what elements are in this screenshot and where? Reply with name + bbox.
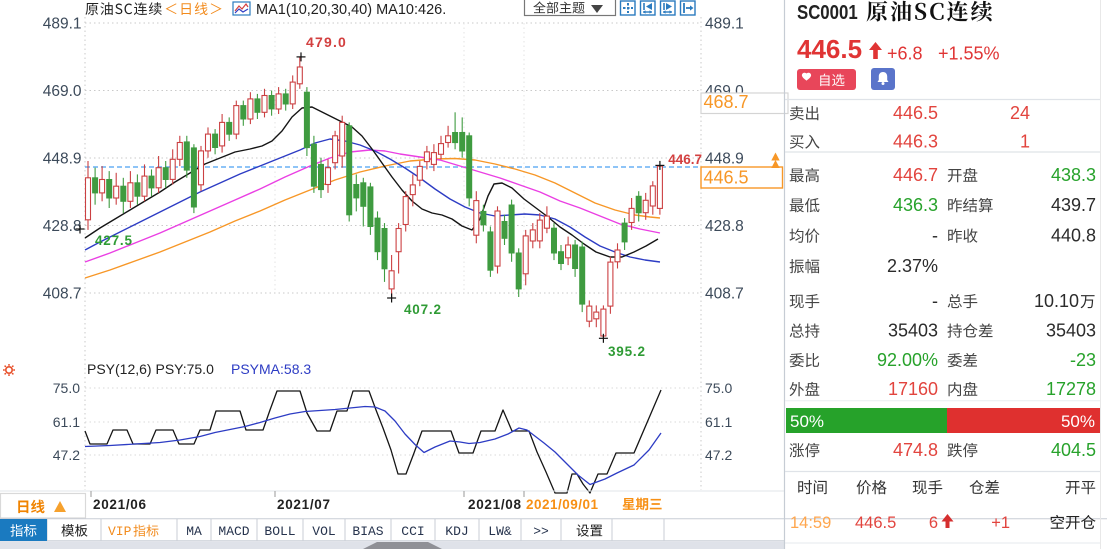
svg-text:1: 1 [1020,132,1030,152]
svg-text:LW&: LW& [488,524,512,539]
svg-text:448.9: 448.9 [705,151,744,168]
svg-text:-: - [932,226,938,246]
svg-text:MACD: MACD [218,524,249,539]
svg-text:CCI: CCI [401,524,424,539]
svg-text:VIP: VIP [108,524,132,539]
svg-text:428.8: 428.8 [705,218,744,235]
svg-text:MA: MA [186,524,202,539]
svg-text:61.1: 61.1 [53,414,80,430]
svg-text:14:59: 14:59 [790,514,831,532]
svg-text:408.7: 408.7 [705,286,744,303]
svg-text:469.0: 469.0 [43,83,82,100]
svg-text:446.3: 446.3 [893,132,938,152]
svg-text:+1.55%: +1.55% [938,44,1000,64]
svg-text:BOLL: BOLL [264,524,295,539]
svg-text:VOL: VOL [312,524,335,539]
svg-text:440.8: 440.8 [1051,226,1096,246]
svg-text:35403: 35403 [1046,321,1096,341]
svg-text:439.7: 439.7 [1051,195,1096,215]
svg-text:PSY(12,6) PSY:75.0: PSY(12,6) PSY:75.0 [87,361,214,377]
svg-text:+1: +1 [991,514,1010,532]
svg-text:BIAS: BIAS [352,524,383,539]
svg-text:446.5: 446.5 [893,103,938,123]
svg-text:395.2: 395.2 [608,344,646,359]
svg-text:489.1: 489.1 [43,16,82,33]
svg-text:446.5: 446.5 [704,168,749,188]
svg-text:-: - [932,291,938,311]
svg-text:468.7: 468.7 [704,92,749,112]
svg-text:446.5: 446.5 [855,514,896,532]
svg-text:50%: 50% [1061,412,1095,431]
svg-text:427.5: 427.5 [95,233,133,248]
svg-text:24: 24 [1010,103,1030,123]
svg-text:408.7: 408.7 [43,286,82,303]
svg-text:>>: >> [533,524,549,539]
svg-text:SC0001: SC0001 [797,1,858,24]
svg-text:35403: 35403 [888,321,938,341]
svg-text:446.7: 446.7 [893,165,938,185]
svg-text:2.37%: 2.37% [887,256,938,276]
svg-text:17160: 17160 [888,379,938,399]
svg-text:489.1: 489.1 [705,16,744,33]
svg-text:2021/09/01: 2021/09/01 [526,497,599,512]
svg-text:-23: -23 [1070,350,1096,370]
svg-text:474.8: 474.8 [893,440,938,460]
svg-text:436.3: 436.3 [893,195,938,215]
svg-text:50%: 50% [790,412,824,431]
svg-text:47.2: 47.2 [53,447,80,463]
svg-text:446.7: 446.7 [668,152,702,167]
svg-text:448.9: 448.9 [43,151,82,168]
svg-text:2021/06: 2021/06 [93,497,147,512]
svg-text:438.3: 438.3 [1051,165,1096,185]
svg-text:407.2: 407.2 [404,302,442,317]
svg-text:47.2: 47.2 [705,447,732,463]
svg-text:446.5: 446.5 [797,34,862,64]
svg-text:428.8: 428.8 [43,218,82,235]
svg-text:75.0: 75.0 [53,380,80,396]
svg-text:479.0: 479.0 [306,34,347,50]
svg-text:PSYMA:58.3: PSYMA:58.3 [231,361,311,377]
svg-text:10.10: 10.10 [1034,291,1079,311]
svg-text:404.5: 404.5 [1051,440,1096,460]
svg-text:75.0: 75.0 [705,380,732,396]
svg-text:17278: 17278 [1046,379,1096,399]
svg-text:KDJ: KDJ [445,524,468,539]
svg-text:61.1: 61.1 [705,414,732,430]
svg-text:+6.8: +6.8 [887,44,923,64]
svg-text:6: 6 [929,514,938,532]
svg-text:2021/08: 2021/08 [468,497,522,512]
svg-text:MA1(10,20,30,40) MA10:426.: MA1(10,20,30,40) MA10:426. [256,2,446,18]
svg-text:2021/07: 2021/07 [277,497,331,512]
svg-text:92.00%: 92.00% [877,350,938,370]
